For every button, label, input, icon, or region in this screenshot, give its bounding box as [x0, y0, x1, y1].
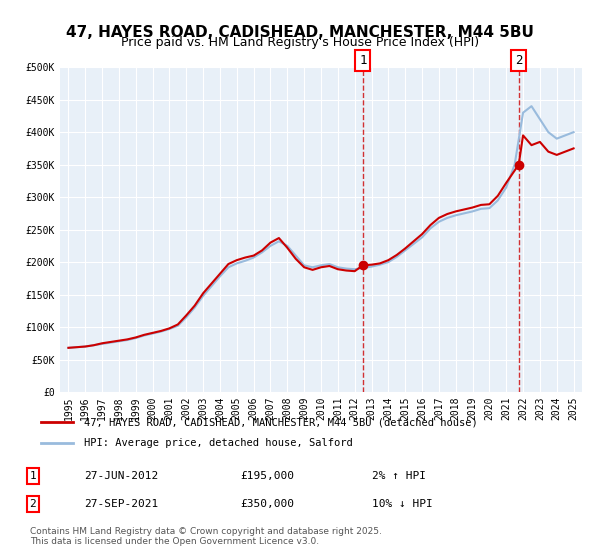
Text: HPI: Average price, detached house, Salford: HPI: Average price, detached house, Salf…	[84, 438, 353, 448]
Text: 1: 1	[29, 471, 37, 481]
Text: 10% ↓ HPI: 10% ↓ HPI	[372, 499, 433, 509]
Text: 27-JUN-2012: 27-JUN-2012	[84, 471, 158, 481]
Text: Price paid vs. HM Land Registry's House Price Index (HPI): Price paid vs. HM Land Registry's House …	[121, 36, 479, 49]
Text: 2% ↑ HPI: 2% ↑ HPI	[372, 471, 426, 481]
Text: 27-SEP-2021: 27-SEP-2021	[84, 499, 158, 509]
Text: £350,000: £350,000	[240, 499, 294, 509]
Text: 2: 2	[29, 499, 37, 509]
Text: £195,000: £195,000	[240, 471, 294, 481]
Text: 2: 2	[515, 54, 523, 67]
Text: 47, HAYES ROAD, CADISHEAD, MANCHESTER, M44 5BU (detached house): 47, HAYES ROAD, CADISHEAD, MANCHESTER, M…	[84, 417, 478, 427]
Text: Contains HM Land Registry data © Crown copyright and database right 2025.
This d: Contains HM Land Registry data © Crown c…	[30, 526, 382, 546]
Text: 1: 1	[359, 54, 367, 67]
Text: 47, HAYES ROAD, CADISHEAD, MANCHESTER, M44 5BU: 47, HAYES ROAD, CADISHEAD, MANCHESTER, M…	[66, 25, 534, 40]
